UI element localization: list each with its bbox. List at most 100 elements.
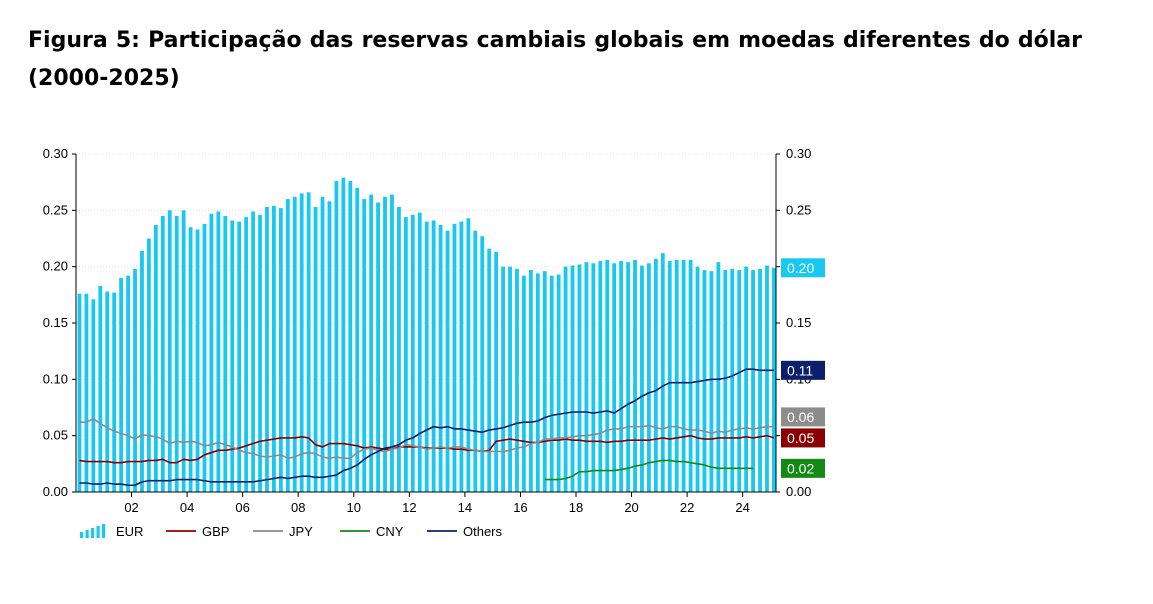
eur-bar [181,210,186,493]
x-tick-label: 16 [513,500,527,515]
y-tick-label-right: 0.15 [786,315,811,330]
eur-bar [369,194,374,492]
x-tick-label: 04 [180,500,194,515]
eur-bar [765,265,769,492]
eur-bar [216,211,221,492]
legend-swatch-bar [102,524,106,538]
eur-bar [556,274,561,492]
eur-bar [619,261,624,492]
eur-bar [681,259,686,492]
eur-bar [292,196,297,492]
eur-bar [126,275,130,492]
eur-bar [278,208,283,492]
eur-bar [667,261,672,492]
eur-bar [112,292,117,492]
y-tick-label-left: 0.25 [43,202,68,217]
eur-bar [237,221,242,492]
eur-bar [480,236,485,492]
eur-bar [709,271,714,492]
eur-bar [563,266,568,492]
eur-bar [424,221,429,492]
eur-bar [737,270,742,492]
eur-bar [535,273,540,492]
eur-bar [528,270,533,492]
end-label-others: 0.11 [787,362,813,378]
eur-bar [348,181,353,493]
eur-bar [695,266,700,492]
eur-bar [285,199,290,493]
eur-bar [445,230,450,492]
eur-bar [223,215,228,492]
eur-bar [119,277,124,492]
eur-bar [674,259,679,492]
eur-bar [334,181,339,493]
y-tick-label-left: 0.20 [43,259,68,274]
eur-bar [487,248,492,492]
eur-bar [633,259,637,492]
eur-bar [653,258,658,492]
legend-label-gbp: GBP [202,524,229,539]
eur-bar [716,262,721,492]
eur-bar [188,227,193,492]
eur-bar [626,262,630,492]
eur-bar [147,238,151,492]
eur-bar [272,205,276,492]
y-tick-label-left: 0.00 [43,484,68,499]
x-tick-label: 24 [735,500,749,515]
eur-bar [209,213,214,493]
eur-bar [772,267,776,492]
end-label-gbp: 0.05 [787,430,814,446]
eur-bar [660,253,665,492]
end-labels: 0.20 0.05 0.06 0.02 0.11 [781,258,825,478]
eur-bar [133,268,137,492]
x-tick-label: 22 [680,500,694,515]
eur-bar [174,215,179,492]
eur-bar [438,224,443,493]
eur-bar [105,291,110,492]
eur-bar [410,214,415,492]
eur-bar [84,293,89,492]
eur-bar [306,192,311,492]
eur-bar [140,250,144,492]
line-cny [544,459,754,481]
x-tick-label: 08 [291,500,305,515]
y-tick-label-right: 0.30 [786,146,811,161]
eur-bar [431,220,436,492]
eur-bar [244,217,249,493]
eur-bar [640,265,644,492]
eur-bar [612,263,617,492]
eur-bar [258,214,262,492]
legend-swatch-bar [80,532,84,538]
eur-bar [341,177,346,492]
eur-bar [397,206,401,492]
eur-bar [355,187,360,493]
legend-swatch-bar [91,528,95,538]
eur-bar [299,193,304,492]
eur-bar [390,194,394,492]
line-jpy [79,417,774,460]
line-gbp [79,434,775,464]
eur-bar [522,275,526,492]
y-tick-label-left: 0.05 [43,428,68,443]
x-tick-label: 06 [235,500,249,515]
x-tick-label: 14 [458,500,472,515]
eur-bar [501,266,505,492]
x-tick-label: 02 [124,500,138,515]
eur-bar [167,210,172,493]
legend-label-eur: EUR [116,524,143,539]
eur-bar [515,268,519,492]
x-tick-label: 12 [402,500,416,515]
eur-bar [577,264,582,492]
eur-bar [452,223,457,492]
eur-bar [542,271,547,492]
end-label-eur: 0.20 [787,260,814,276]
x-tick-label: 10 [347,500,361,515]
eur-bar [598,261,603,492]
eur-bar [160,215,165,492]
eur-bar [153,224,158,493]
eur-bar [327,201,332,492]
eur-bar [584,262,589,492]
x-tick-label: 18 [569,500,583,515]
eur-bar [202,223,207,492]
eur-bar [744,266,749,492]
